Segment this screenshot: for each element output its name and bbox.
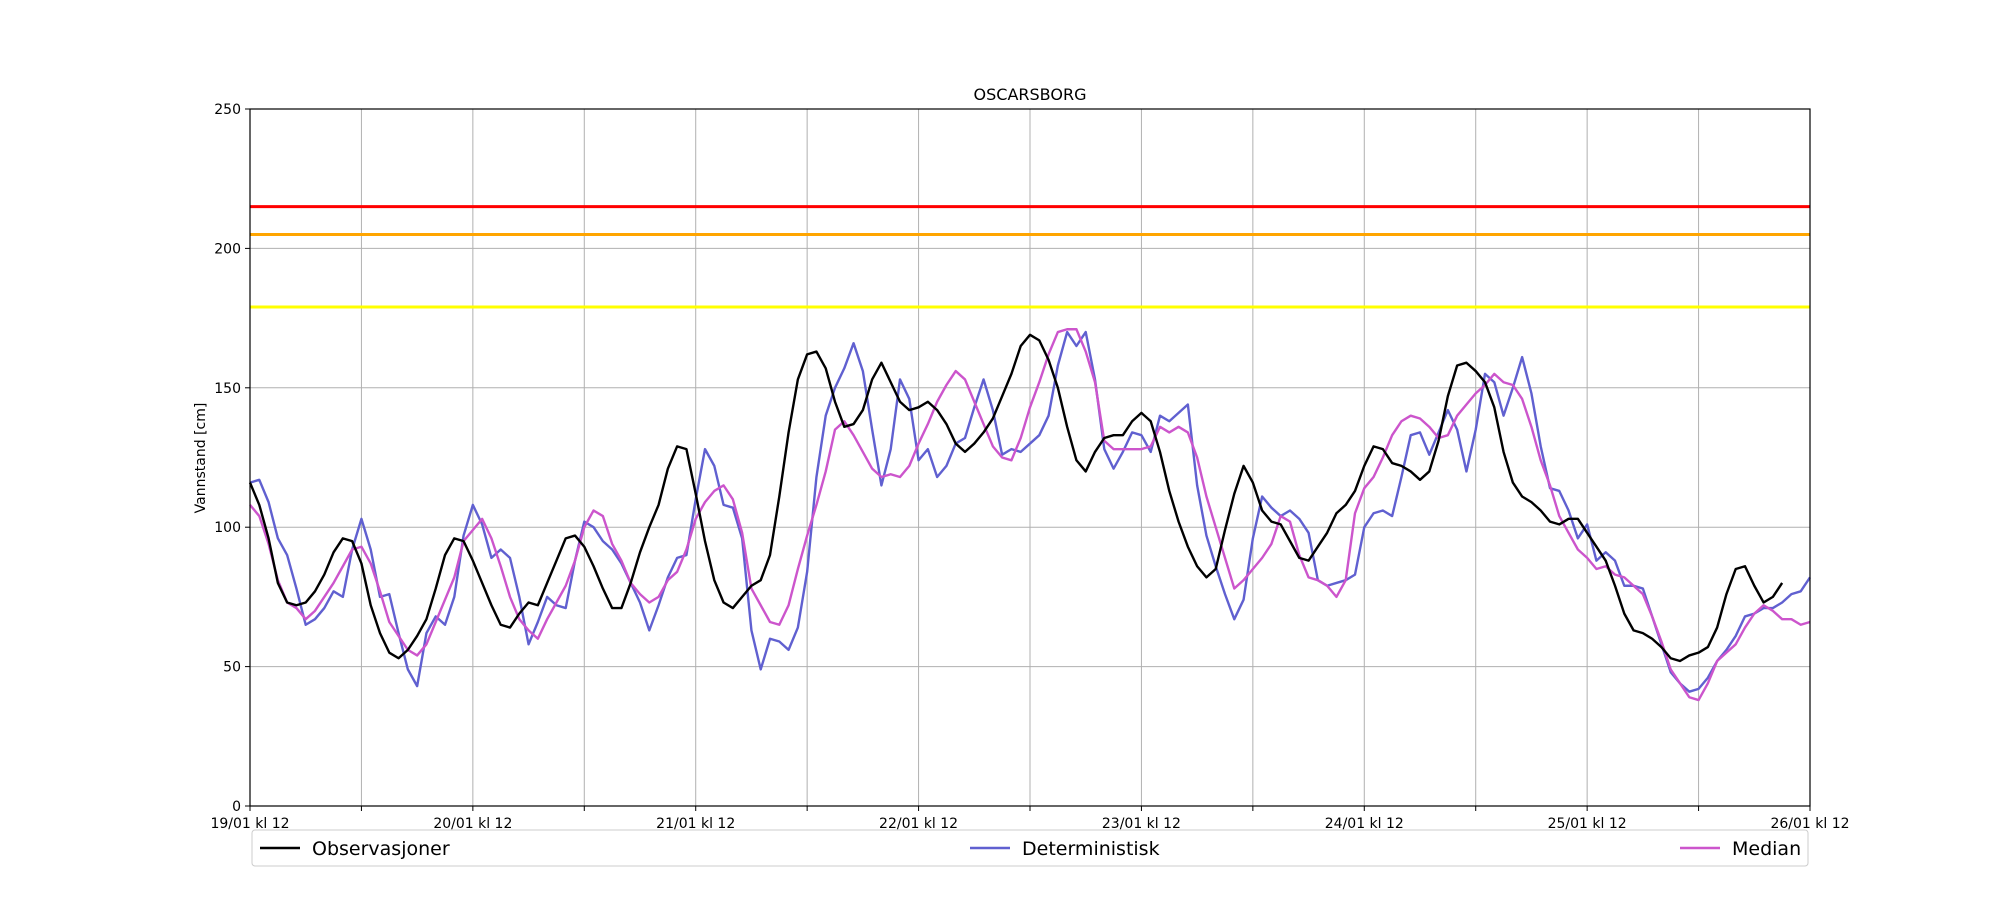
x-tick-label: 19/01 kl 12 [210, 816, 289, 832]
legend-box [251, 829, 1809, 867]
y-tick-label: 50 [223, 660, 241, 676]
y-axis-ticks: 0 50 100 150 200 250 [214, 102, 250, 815]
legend-item: Median [1680, 838, 1801, 860]
legend: Observasjoner Deterministisk Median [251, 829, 1809, 867]
x-axis-ticks: 19/01 kl 12 20/01 kl 12 21/01 kl 12 22/01 k… [210, 806, 1850, 832]
x-tick-label: 22/01 kl 12 [879, 816, 958, 832]
legend-label: Observasjoner [312, 838, 450, 860]
legend-label: Deterministisk [1022, 838, 1160, 860]
x-tick-label: 21/01 kl 12 [656, 816, 735, 832]
y-tick-label: 200 [214, 241, 241, 257]
legend-items: Observasjoner Deterministisk Median [260, 838, 1801, 860]
y-axis-label: Vannstand [cm] [193, 403, 209, 514]
x-tick-label: 20/01 kl 12 [433, 816, 512, 832]
legend-item: Deterministisk [970, 838, 1160, 860]
threshold-lines [250, 205, 1810, 309]
series-line-observasjoner [248, 333, 1784, 663]
y-tick-label: 0 [232, 799, 241, 815]
chart-title: OSCARSBORG [974, 85, 1087, 104]
legend-label: Median [1732, 838, 1801, 860]
y-tick-label: 250 [214, 102, 241, 118]
x-tick-label: 24/01 kl 12 [1325, 816, 1404, 832]
x-tick-label: 23/01 kl 12 [1102, 816, 1181, 832]
y-tick-label: 100 [214, 520, 241, 536]
series-line-median [249, 328, 1811, 702]
y-tick-label: 150 [214, 381, 241, 397]
x-tick-label: 25/01 kl 12 [1548, 816, 1627, 832]
grid-lines [250, 109, 1810, 806]
legend-item: Observasjoner [260, 838, 450, 860]
x-tick-label: 26/01 kl 12 [1770, 816, 1849, 832]
series-lines [248, 328, 1811, 702]
